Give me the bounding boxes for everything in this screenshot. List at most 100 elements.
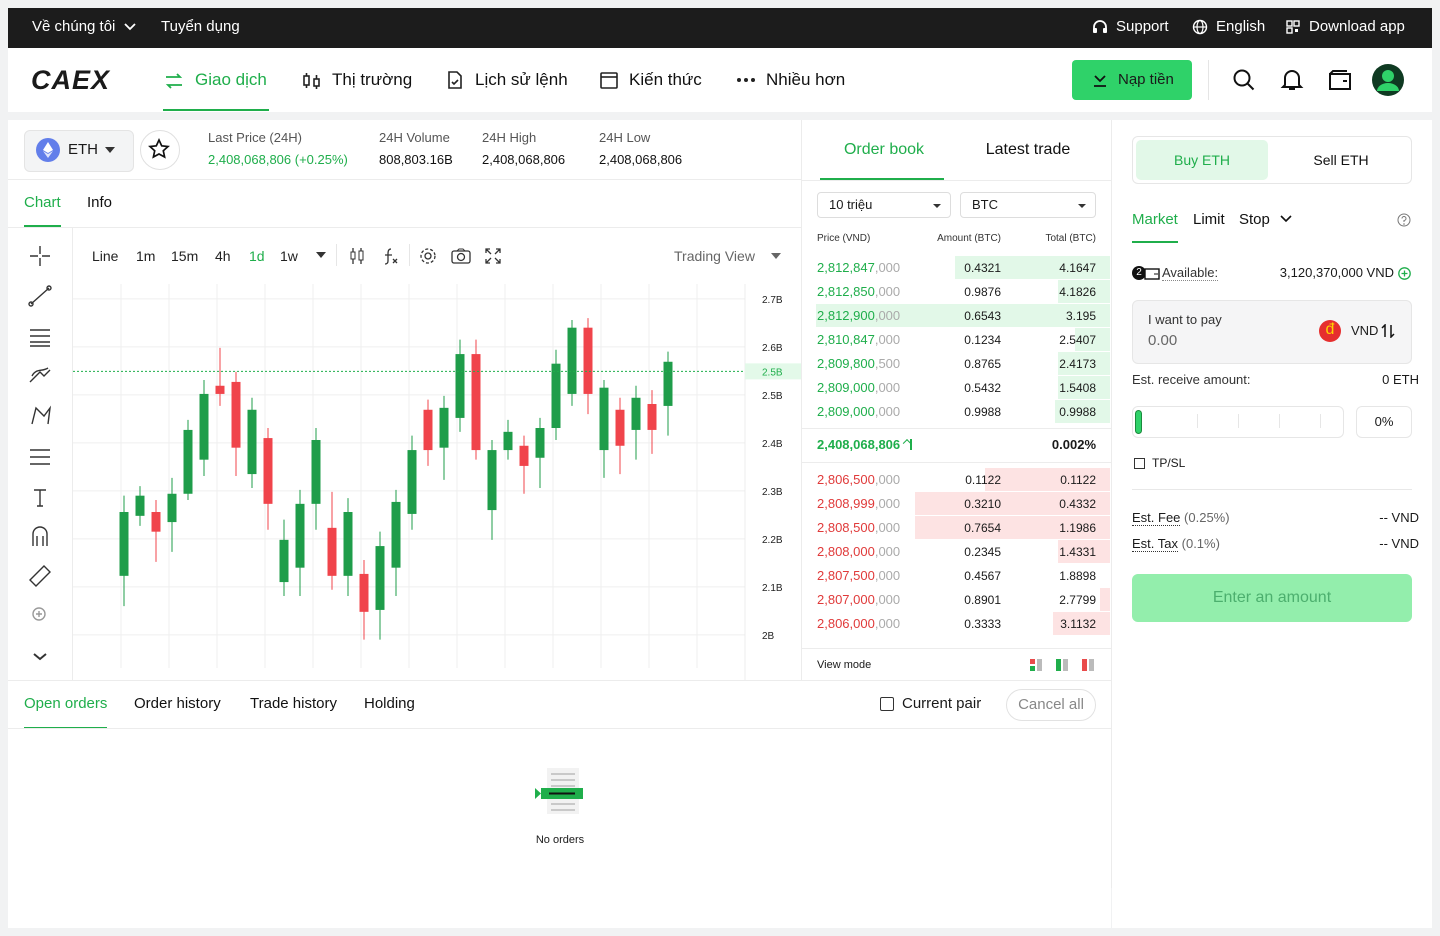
candle-body (631, 397, 641, 430)
percent-box[interactable]: 0% (1356, 406, 1412, 438)
candle-body (647, 404, 657, 430)
cancel-all-button[interactable]: Cancel all (1006, 689, 1096, 721)
nav-item[interactable]: Nhiều hơn (766, 70, 846, 89)
interval[interactable]: 1w (280, 248, 298, 264)
pay-value[interactable]: 0.00 (1148, 332, 1178, 349)
help-icon[interactable] (1397, 213, 1411, 227)
crosshair-tool[interactable] (30, 246, 50, 266)
orders-tab[interactable]: Trade history (250, 695, 337, 712)
candle-body (663, 361, 673, 406)
download-icon (1094, 75, 1106, 87)
trade-icon (165, 73, 183, 89)
search-icon[interactable] (1232, 68, 1256, 92)
pair-label[interactable]: ETH (68, 141, 98, 158)
nav-item[interactable]: Giao dịch (195, 70, 267, 89)
expand-tools[interactable] (33, 653, 47, 661)
trading-view[interactable]: Trading View (674, 248, 755, 264)
swap-icon[interactable] (1381, 324, 1395, 338)
orders-tab[interactable]: Holding (364, 695, 415, 712)
select-label[interactable]: BTC (972, 197, 998, 212)
price-main: 2,807,000 (817, 592, 875, 607)
deposit-button[interactable] (1072, 60, 1192, 100)
interval[interactable]: 4h (215, 248, 231, 264)
price-suffix: ,000 (874, 520, 901, 535)
nav-item[interactable]: Kiến thức (629, 70, 702, 89)
candle-body (151, 512, 161, 532)
order-type[interactable]: Market (1132, 211, 1178, 228)
depth-bar (1058, 352, 1110, 375)
slider-handle[interactable] (1135, 410, 1142, 434)
position-tool[interactable] (30, 449, 50, 465)
zoom-tool[interactable] (32, 607, 46, 621)
side-tab[interactable]: Buy ETH (1173, 152, 1230, 168)
interval[interactable]: Line (92, 248, 119, 264)
order-type[interactable]: Limit (1193, 211, 1225, 228)
chart-tab[interactable]: Chart (24, 194, 61, 211)
chevron (1280, 215, 1292, 223)
nav-item[interactable]: Thị trường (332, 70, 413, 89)
select-label[interactable]: 10 triệu (829, 197, 873, 212)
settings-icon[interactable] (419, 247, 437, 265)
careers-link[interactable]: Tuyển dụng (161, 18, 240, 35)
price-main: 2,812,847 (817, 260, 875, 275)
slider-step (1279, 414, 1280, 428)
download-link[interactable]: Download app (1309, 18, 1405, 35)
about-link[interactable]: Về chúng tôi (32, 18, 116, 35)
view-mode-icons[interactable] (1030, 659, 1096, 671)
tpsl-checkbox[interactable] (1134, 458, 1145, 469)
text-tool[interactable] (34, 489, 46, 507)
wallet-icon[interactable] (1328, 69, 1352, 91)
total: 1.4331 (1059, 545, 1096, 559)
support-link[interactable]: Support (1116, 18, 1169, 35)
current-pair-checkbox[interactable] (880, 697, 894, 711)
tax-row: Est. Tax (0.1%) (1132, 534, 1220, 554)
candlestick-chart: 2.7B 2.6B 2.5B 2.4B 2.3B 2.2B 2.1B 2B 2.5B (73, 284, 801, 680)
price-suffix: ,500 (874, 356, 901, 371)
amount-slider[interactable] (1132, 406, 1344, 438)
camera-icon[interactable] (451, 248, 471, 264)
add-funds[interactable] (1398, 267, 1411, 280)
fib-tool[interactable] (30, 329, 50, 347)
zoom-plus (36, 611, 42, 617)
indicator-icon[interactable] (381, 247, 399, 265)
interval[interactable]: 15m (171, 248, 199, 264)
interval[interactable]: 1d (249, 248, 265, 264)
price-suffix: ,000 (874, 472, 901, 487)
book-tab[interactable]: Latest trade (985, 141, 1071, 158)
favorite-button[interactable] (140, 130, 180, 170)
ruler-tool[interactable] (29, 565, 51, 587)
candles-icon[interactable] (349, 247, 365, 265)
avatar[interactable] (1372, 64, 1404, 96)
price-suffix: ,000 (874, 260, 901, 275)
bell-icon[interactable] (1280, 68, 1304, 92)
currency[interactable]: VND (1351, 323, 1379, 338)
tax-value: -- VND (1379, 536, 1419, 551)
orders-tab[interactable]: Order history (134, 695, 221, 712)
side-tab[interactable]: Sell ETH (1313, 152, 1369, 168)
empty-label: No orders (535, 834, 585, 846)
available-balance: 3,120,370,000 VND (1279, 265, 1394, 280)
book-tab[interactable]: Order book (843, 141, 925, 158)
amount: 0.5432 (964, 381, 1001, 395)
depth-bar (1075, 328, 1110, 351)
orders-tab[interactable]: Open orders (24, 695, 108, 712)
fullscreen-icon[interactable] (485, 248, 501, 264)
pattern-tool[interactable] (31, 405, 52, 425)
language-link[interactable]: English (1216, 18, 1266, 35)
magnet-tool[interactable] (32, 526, 48, 546)
candle-body (295, 503, 305, 568)
qr-icon (1286, 20, 1300, 34)
chart-tab[interactable]: Info (87, 194, 113, 211)
brush-tool[interactable] (29, 367, 51, 383)
line-tool[interactable] (30, 287, 50, 305)
candle-body (215, 385, 225, 394)
pay-input[interactable] (1132, 300, 1412, 364)
candle-body (311, 440, 321, 504)
submit-button[interactable]: Enter an amount (1132, 574, 1412, 622)
logo[interactable]: CAEX (31, 65, 111, 95)
interval[interactable]: 1m (136, 248, 156, 264)
order-type[interactable]: Stop (1239, 211, 1270, 228)
nav-item[interactable]: Lịch sử lệnh (475, 70, 568, 89)
current-price-box (745, 363, 801, 380)
deposit-label[interactable]: Nạp tiền (1118, 71, 1174, 88)
